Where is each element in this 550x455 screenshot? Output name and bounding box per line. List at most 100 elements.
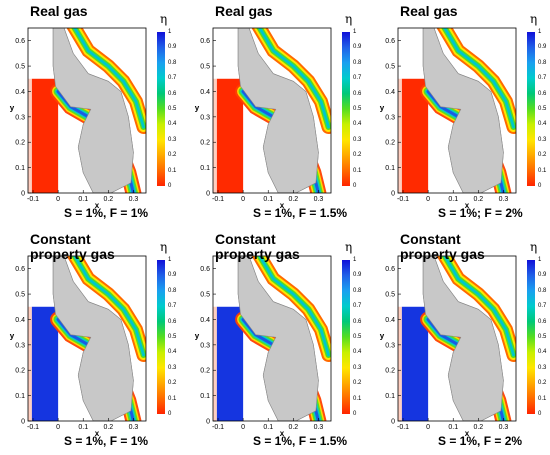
x-tick-label: 0.2	[288, 196, 298, 203]
plot-frame	[27, 255, 147, 422]
chart-panel-6: -0.1 0 0.1 0.2 0.3 0 0.1 0.2 0.3 0.4 0.5 0.6 x y Const…	[370, 228, 550, 453]
y-tick-label: 0.3	[200, 342, 210, 349]
x-tick-label: 0.1	[448, 424, 458, 431]
colorbar-tick-label: 0.3	[538, 136, 547, 143]
colorbar	[157, 32, 165, 186]
colorbar-tick-label: 0.6	[168, 318, 177, 325]
x-axis-label: x	[95, 429, 100, 438]
colorbar-tick-label: 0.1	[538, 395, 547, 402]
x-tick-label: 0.2	[473, 424, 483, 431]
y-tick-label: 0.4	[15, 317, 25, 324]
colorbar-title: η	[345, 240, 353, 254]
colorbar-tick-label: 0.1	[538, 167, 547, 174]
colorbar-tick-label: 0.4	[353, 349, 362, 356]
y-tick-label: 0.5	[385, 64, 395, 71]
colorbar-tick-label: 0.1	[168, 395, 177, 402]
y-tick-label: 0.3	[385, 114, 395, 121]
colorbar-tick-label: 0.2	[353, 152, 362, 159]
x-tick-label: 0.2	[473, 196, 483, 203]
colorbar-tick-label: 0.8	[538, 287, 547, 294]
colorbar-title: η	[160, 12, 168, 26]
y-axis-label: y	[380, 332, 385, 341]
colorbar-tick-label: 1	[538, 257, 542, 263]
x-tick-label: 0.1	[263, 196, 273, 203]
colorbar-title: η	[345, 12, 353, 26]
contour-plot: -0.1 0 0.1 0.2 0.300.10.20.30.40.50.6xy	[10, 27, 147, 210]
y-tick-label: 0.2	[385, 368, 395, 375]
x-tick-label: 0.2	[103, 196, 113, 203]
colorbar-tick-label: 0.8	[353, 59, 362, 66]
colorbar-tick-label: 0.3	[168, 364, 177, 371]
colorbar-tick-label: 0.9	[353, 272, 362, 279]
contour-field	[398, 256, 516, 421]
blade-overlay	[52, 28, 134, 193]
colorbar-tick-label: 0	[538, 183, 542, 189]
colorbar-tick-label: 0.7	[538, 303, 547, 310]
x-tick-label: -0.1	[212, 196, 224, 203]
colorbar-tick-label: 1	[168, 257, 172, 263]
y-tick-label: 0.6	[200, 38, 210, 45]
upper-band-4	[442, 28, 515, 129]
panel-title: Constant property gas	[30, 231, 115, 262]
colorbar-tick-label: 0.9	[353, 44, 362, 51]
x-tick-label: 0.3	[314, 196, 324, 203]
contour-plot: -0.1 0 0.1 0.2 0.300.10.20.30.40.50.6xy	[380, 255, 517, 438]
x-tick-label: 0	[56, 196, 60, 203]
y-tick-label: 0	[391, 419, 395, 426]
y-tick-label: 0.6	[200, 266, 210, 273]
blade-overlay	[237, 256, 319, 421]
plot-frame	[397, 27, 517, 194]
y-tick-label: 0	[21, 191, 25, 198]
x-axis-label: x	[280, 201, 285, 210]
colorbar-tick-label: 0.6	[538, 90, 547, 97]
x-tick-label: 0	[56, 424, 60, 431]
x-axis-label: x	[280, 429, 285, 438]
colorbar-tick-label: 1	[538, 29, 542, 35]
x-axis-label: x	[465, 429, 470, 438]
y-tick-label: 0	[206, 191, 210, 198]
chart-panel-5: -0.1 0 0.1 0.2 0.3 0 0.1 0.2 0.3 0.4 0.5 0.6 x y Const…	[185, 228, 365, 453]
y-tick-label: 0.3	[15, 342, 25, 349]
colorbar-tick-label: 1	[353, 257, 357, 263]
colorbar-tick-label: 0.4	[353, 121, 362, 128]
y-tick-label: 0.6	[385, 266, 395, 273]
x-tick-label: -0.1	[212, 424, 224, 431]
colorbar-tick-label: 0.5	[168, 106, 177, 112]
blade-overlay	[422, 28, 504, 193]
chart-panel-4: -0.1 0 0.1 0.2 0.3 0 0.1 0.2 0.3 0.4 0.5 0.6 x y Const…	[0, 228, 180, 453]
chart-panel-3: -0.1 0 0.1 0.2 0.3 0 0.1 0.2 0.3 0.4 0.5 0.6 x y Real …	[370, 0, 550, 225]
upper-band-4	[442, 256, 515, 357]
colorbar-tick-label: 0.3	[353, 136, 362, 143]
y-tick-label: 0.1	[200, 393, 210, 400]
x-tick-label: -0.1	[397, 196, 409, 203]
panel-title: Real gas	[215, 3, 273, 19]
colorbar-tick-label: 0.6	[168, 90, 177, 97]
x-tick-label: 0.1	[448, 196, 458, 203]
x-tick-label: 0.1	[263, 424, 273, 431]
blade-overlay	[237, 28, 319, 193]
y-tick-label: 0.4	[15, 89, 25, 96]
colorbar-title: η	[530, 12, 538, 26]
colorbar-tick-label: 0.2	[168, 380, 177, 387]
colorbar-tick-label: 0	[353, 411, 357, 417]
y-tick-label: 0	[21, 419, 25, 426]
x-tick-label: 0.3	[499, 196, 509, 203]
y-tick-label: 0.6	[385, 38, 395, 45]
panel-title: Real gas	[30, 3, 88, 19]
y-tick-label: 0.3	[15, 114, 25, 121]
panel-caption: S = 1%, F = 1%	[64, 206, 149, 220]
colorbar-tick-label: 0.8	[538, 59, 547, 66]
colorbar-tick-label: 0.6	[353, 90, 362, 97]
y-tick-label: 0.5	[15, 64, 25, 71]
panel-caption: S = 1%, F = 1.5%	[253, 206, 348, 220]
colorbar-tick-label: 0.7	[353, 303, 362, 310]
y-tick-label: 0.5	[15, 292, 25, 299]
colorbar-title: η	[530, 240, 538, 254]
y-tick-label: 0.3	[385, 342, 395, 349]
colorbar	[342, 260, 350, 414]
blade-overlay	[52, 256, 134, 421]
colorbar-tick-label: 0.9	[168, 272, 177, 279]
colorbar-tick-label: 0.7	[168, 75, 177, 82]
colorbar-tick-label: 0	[538, 411, 542, 417]
y-tick-label: 0.1	[15, 393, 25, 400]
